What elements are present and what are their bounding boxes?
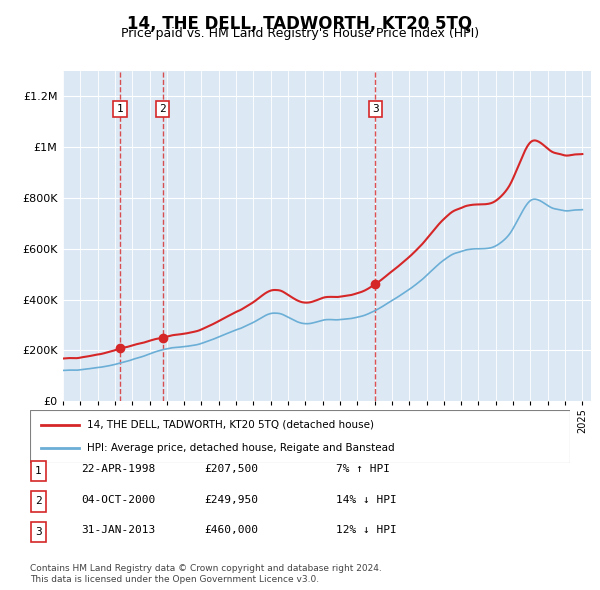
Text: 1: 1 xyxy=(35,466,42,476)
Text: 3: 3 xyxy=(35,527,42,537)
Text: This data is licensed under the Open Government Licence v3.0.: This data is licensed under the Open Gov… xyxy=(30,575,319,584)
Text: 3: 3 xyxy=(372,104,379,114)
Text: 14% ↓ HPI: 14% ↓ HPI xyxy=(336,495,397,504)
Text: £207,500: £207,500 xyxy=(204,464,258,474)
Text: £249,950: £249,950 xyxy=(204,495,258,504)
Text: 22-APR-1998: 22-APR-1998 xyxy=(81,464,155,474)
Text: 14, THE DELL, TADWORTH, KT20 5TQ (detached house): 14, THE DELL, TADWORTH, KT20 5TQ (detach… xyxy=(86,420,374,430)
Text: 12% ↓ HPI: 12% ↓ HPI xyxy=(336,526,397,535)
Text: 2: 2 xyxy=(35,497,42,506)
Text: 04-OCT-2000: 04-OCT-2000 xyxy=(81,495,155,504)
Text: 1: 1 xyxy=(116,104,124,114)
FancyBboxPatch shape xyxy=(30,410,570,463)
FancyBboxPatch shape xyxy=(31,491,46,512)
Text: Contains HM Land Registry data © Crown copyright and database right 2024.: Contains HM Land Registry data © Crown c… xyxy=(30,565,382,573)
Text: 7% ↑ HPI: 7% ↑ HPI xyxy=(336,464,390,474)
Text: 31-JAN-2013: 31-JAN-2013 xyxy=(81,526,155,535)
Text: 14, THE DELL, TADWORTH, KT20 5TQ: 14, THE DELL, TADWORTH, KT20 5TQ xyxy=(127,15,473,33)
Text: Price paid vs. HM Land Registry's House Price Index (HPI): Price paid vs. HM Land Registry's House … xyxy=(121,27,479,40)
Text: £460,000: £460,000 xyxy=(204,526,258,535)
FancyBboxPatch shape xyxy=(31,522,46,542)
Text: HPI: Average price, detached house, Reigate and Banstead: HPI: Average price, detached house, Reig… xyxy=(86,443,394,453)
FancyBboxPatch shape xyxy=(31,461,46,481)
Text: 2: 2 xyxy=(159,104,166,114)
